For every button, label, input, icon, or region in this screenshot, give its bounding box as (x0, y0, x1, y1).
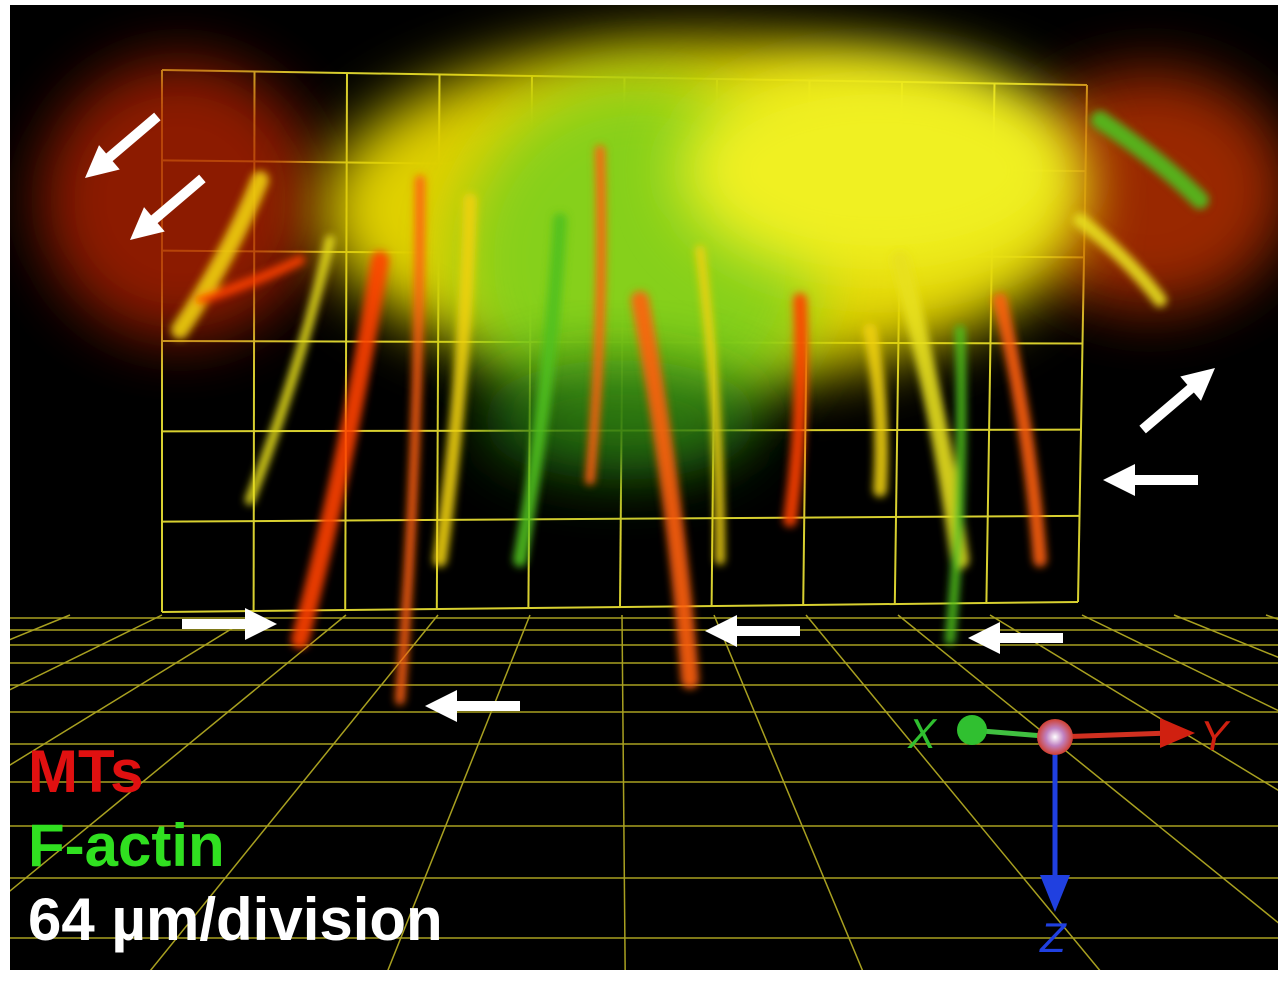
floor-line (387, 614, 531, 970)
streak (695, 245, 725, 565)
streak (513, 213, 567, 567)
floor-line (713, 614, 864, 970)
arrows (85, 112, 1215, 722)
floor-line (805, 614, 1101, 970)
arrow (1103, 464, 1198, 496)
floor-line (897, 614, 1278, 924)
arrow (968, 622, 1063, 654)
streak (631, 291, 699, 689)
streak (433, 193, 477, 567)
floor-line (10, 614, 163, 691)
label-scale: 64 µm/division (28, 886, 443, 953)
floor-line (621, 614, 626, 970)
streak (1091, 111, 1209, 209)
arrow (182, 608, 277, 640)
axis-label-y: Y (1200, 712, 1231, 759)
label-mts: MTs (28, 738, 144, 805)
streak (395, 175, 425, 705)
arrow (425, 690, 520, 722)
streak (993, 293, 1047, 567)
arrow (1139, 368, 1215, 434)
streak (171, 171, 269, 339)
streak (863, 323, 889, 497)
cell-volume (40, 40, 1278, 705)
streak (195, 255, 305, 305)
floor-line (10, 614, 255, 766)
axis-gizmo: X Y Z (907, 710, 1231, 961)
floor-line (1081, 614, 1278, 712)
axis-label-z: Z (1039, 914, 1067, 961)
axis-label-x: X (907, 710, 938, 757)
streak (783, 293, 809, 527)
floor-line (10, 614, 347, 892)
arrow (85, 112, 161, 178)
floor-line (149, 614, 439, 970)
arrow (130, 174, 206, 240)
arrow (705, 615, 800, 647)
streak (291, 251, 389, 649)
streak (1073, 213, 1167, 307)
wall-line (161, 514, 1080, 523)
floor-line (989, 614, 1278, 792)
streak (585, 145, 607, 485)
streak (245, 235, 335, 505)
label-f-actin: F-actin (28, 812, 225, 879)
streak (945, 325, 967, 645)
